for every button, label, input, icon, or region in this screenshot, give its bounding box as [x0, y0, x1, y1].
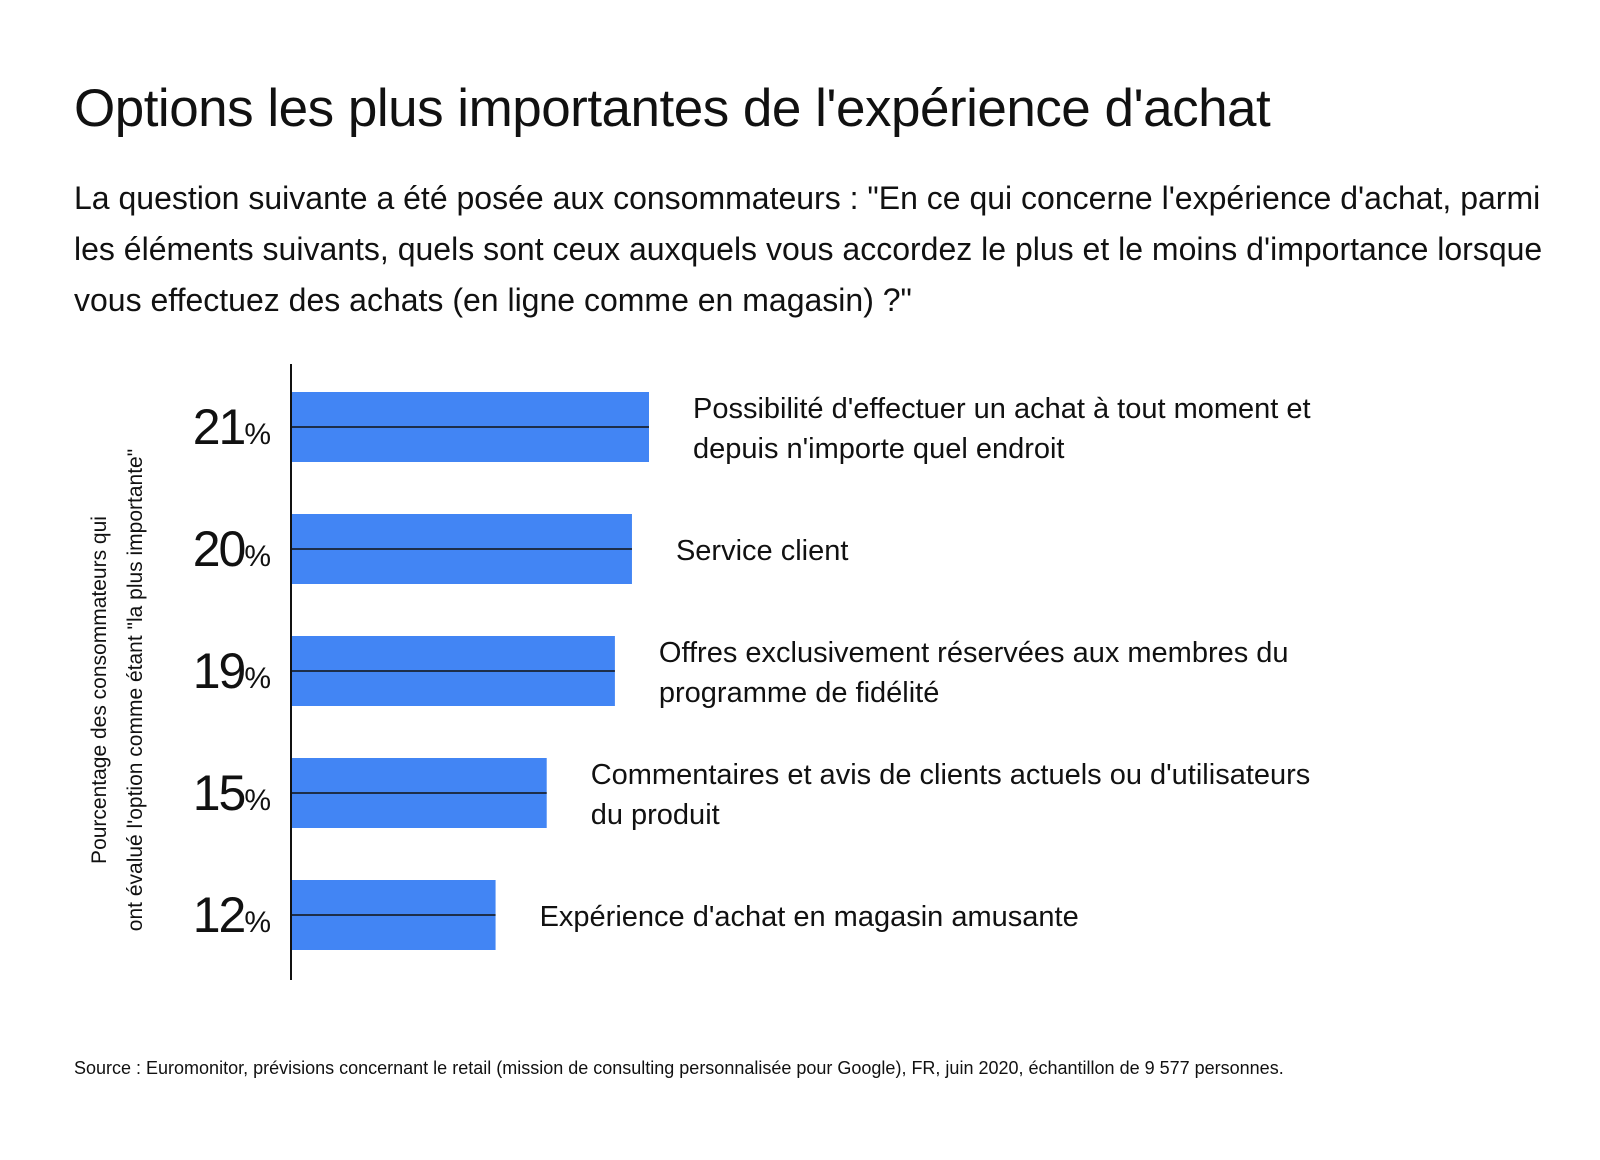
value-label-1: 21%	[193, 399, 271, 455]
value-label-4: 15%	[193, 765, 271, 821]
category-label-2: Service client	[676, 535, 848, 567]
value-label-3: 19%	[193, 643, 271, 699]
chart-title: Options les plus importantes de l'expéri…	[74, 79, 1271, 138]
value-label-2: 20%	[193, 521, 271, 577]
category-label-4: Commentaires et avis de clients actuels …	[591, 759, 1311, 831]
category-label-1: Possibilité d'effectuer un achat à tout …	[693, 393, 1311, 465]
source-note: Source : Euromonitor, prévisions concern…	[74, 1058, 1284, 1078]
value-label-5: 12%	[193, 887, 271, 943]
chart-subtitle: La question suivante a été posée aux con…	[74, 180, 1543, 318]
category-label-5: Expérience d'achat en magasin amusante	[540, 901, 1079, 933]
category-label-3: Offres exclusivement réservées aux membr…	[659, 637, 1289, 709]
